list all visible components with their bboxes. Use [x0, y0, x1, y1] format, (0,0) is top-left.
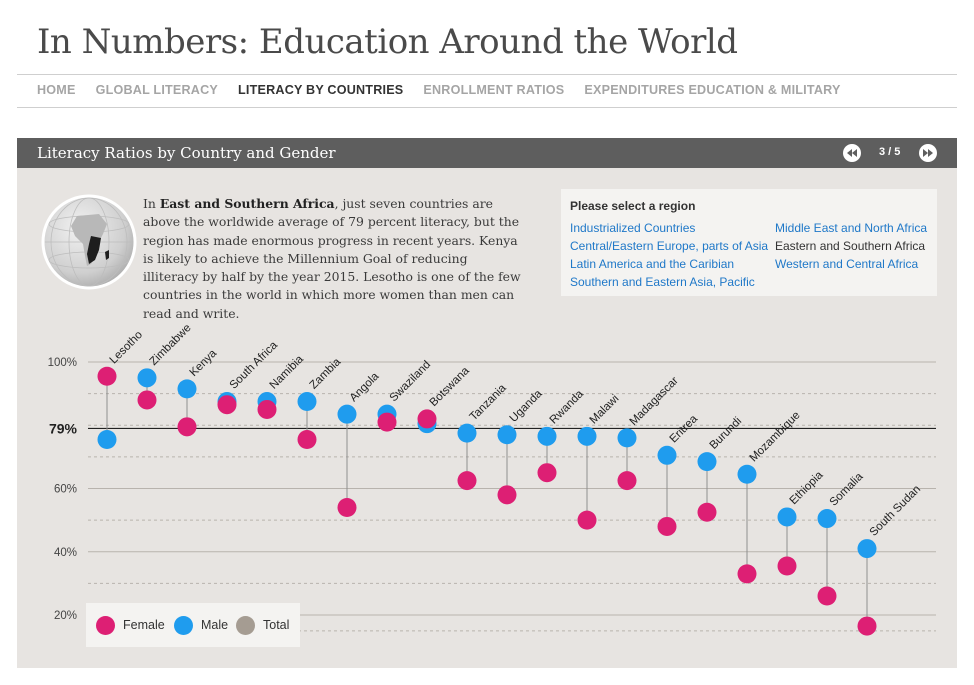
region-selector: Please select a region Industrialized Co… — [561, 189, 937, 296]
panel-body: In East and Southern Africa, just seven … — [17, 168, 957, 668]
average-tick-label: 79% — [49, 420, 78, 436]
female-point — [417, 409, 437, 429]
nav-top-rule — [17, 74, 957, 75]
country-label: Madagascar — [628, 375, 681, 428]
male-point — [457, 423, 477, 443]
y-tick-label: 60% — [54, 484, 77, 496]
country-label: Namibia — [268, 353, 307, 392]
region-industrialized[interactable]: Industrialized Countries — [570, 221, 696, 235]
female-point — [497, 485, 517, 505]
female-point — [297, 429, 317, 449]
female-point — [97, 366, 117, 386]
country-label: Ethiopia — [788, 469, 826, 507]
female-point — [177, 417, 197, 437]
country-label: Zimbabwe — [148, 322, 194, 368]
pager-indicator: 3 / 5 — [879, 146, 901, 158]
region-middle-east[interactable]: Middle East and North Africa — [775, 221, 928, 235]
male-point — [657, 445, 677, 465]
country-label: Kenya — [188, 347, 220, 379]
rewind-icon — [847, 149, 857, 157]
country-label: Rwanda — [548, 388, 587, 427]
site-title: In Numbers: Education Around the World — [37, 22, 738, 62]
country-label: Mozambique — [748, 409, 803, 464]
nav-global-literacy[interactable]: GLOBAL LITERACY — [95, 83, 219, 97]
female-point — [737, 564, 757, 584]
country-label: Uganda — [508, 387, 545, 424]
male-point — [537, 426, 557, 446]
country-label: Tanzania — [468, 382, 509, 423]
male-point — [697, 452, 717, 472]
chart-legend: Female Male Total — [86, 603, 300, 647]
female-point — [217, 395, 237, 415]
region-eastern-southern-africa[interactable]: Eastern and Southern Africa — [775, 239, 926, 253]
female-point — [137, 390, 157, 410]
region-central-eastern-europe[interactable]: Central/Eastern Europe, parts of Asia — [570, 239, 769, 253]
panel-header: Literacy Ratios by Country and Gender 3 … — [17, 138, 957, 168]
male-point — [617, 428, 637, 448]
nav-expenditures[interactable]: EXPENDITURES EDUCATION & MILITARY — [584, 83, 841, 97]
male-point — [97, 429, 117, 449]
intro-text: In East and Southern Africa, just seven … — [143, 196, 521, 321]
male-point — [337, 404, 357, 424]
country-label: Zambia — [308, 356, 344, 392]
y-tick-label: 40% — [54, 547, 77, 559]
nav-home[interactable]: HOME — [37, 83, 76, 97]
nav-bottom-rule — [17, 107, 957, 108]
intro-region-name: East and Southern Africa — [159, 196, 335, 211]
legend-label-female: Female — [123, 618, 165, 632]
legend-label-total: Total — [263, 618, 290, 632]
country-label: Lesotho — [108, 329, 145, 366]
male-point — [137, 368, 157, 388]
female-point — [577, 510, 597, 530]
region-latin-america[interactable]: Latin America and the Caribian — [570, 257, 735, 271]
legend-item-total[interactable]: Total — [236, 615, 289, 635]
male-point — [777, 507, 797, 527]
female-point — [377, 412, 397, 432]
male-point — [177, 379, 197, 399]
male-swatch — [174, 615, 193, 635]
nav-literacy-by-countries[interactable]: LITERACY BY COUNTRIES — [238, 83, 404, 97]
country-label: Somalia — [828, 470, 866, 508]
y-tick-label: 20% — [54, 610, 77, 622]
country-label: Burundi — [708, 415, 745, 452]
main-nav: HOME GLOBAL LITERACY LITERACY BY COUNTRI… — [37, 83, 861, 99]
next-button[interactable] — [919, 144, 937, 162]
region-western-central-africa[interactable]: Western and Central Africa — [775, 257, 919, 271]
male-point — [297, 392, 317, 412]
fast-forward-icon — [923, 149, 933, 157]
female-swatch — [96, 615, 115, 635]
country-label: Botswana — [428, 364, 473, 409]
female-point — [697, 502, 717, 522]
male-point — [577, 426, 597, 446]
prev-button[interactable] — [843, 144, 861, 162]
globe-icon — [41, 194, 137, 290]
country-label: South Sudan — [868, 483, 924, 539]
total-swatch — [236, 615, 255, 635]
region-selector-heading: Please select a region — [570, 199, 696, 213]
female-point — [617, 471, 637, 491]
legend-item-male[interactable]: Male — [174, 615, 228, 635]
country-label: Malawi — [588, 393, 622, 427]
female-point — [657, 516, 677, 536]
region-southern-eastern-asia[interactable]: Southern and Eastern Asia, Pacific — [570, 275, 755, 289]
female-point — [817, 586, 837, 606]
male-point — [817, 509, 837, 529]
male-point — [737, 464, 757, 484]
legend-item-female[interactable]: Female — [96, 615, 165, 635]
female-point — [857, 616, 877, 636]
female-point — [537, 463, 557, 483]
country-label: Angola — [348, 370, 382, 404]
female-point — [777, 556, 797, 576]
male-point — [857, 539, 877, 559]
y-tick-label: 100% — [48, 357, 77, 369]
panel-title: Literacy Ratios by Country and Gender — [37, 144, 336, 162]
nav-enrollment-ratios[interactable]: ENROLLMENT RATIOS — [423, 83, 565, 97]
female-point — [337, 497, 357, 517]
country-label: Swaziland — [388, 359, 434, 405]
female-point — [257, 399, 277, 419]
male-point — [497, 425, 517, 445]
female-point — [457, 471, 477, 491]
legend-label-male: Male — [201, 618, 229, 632]
